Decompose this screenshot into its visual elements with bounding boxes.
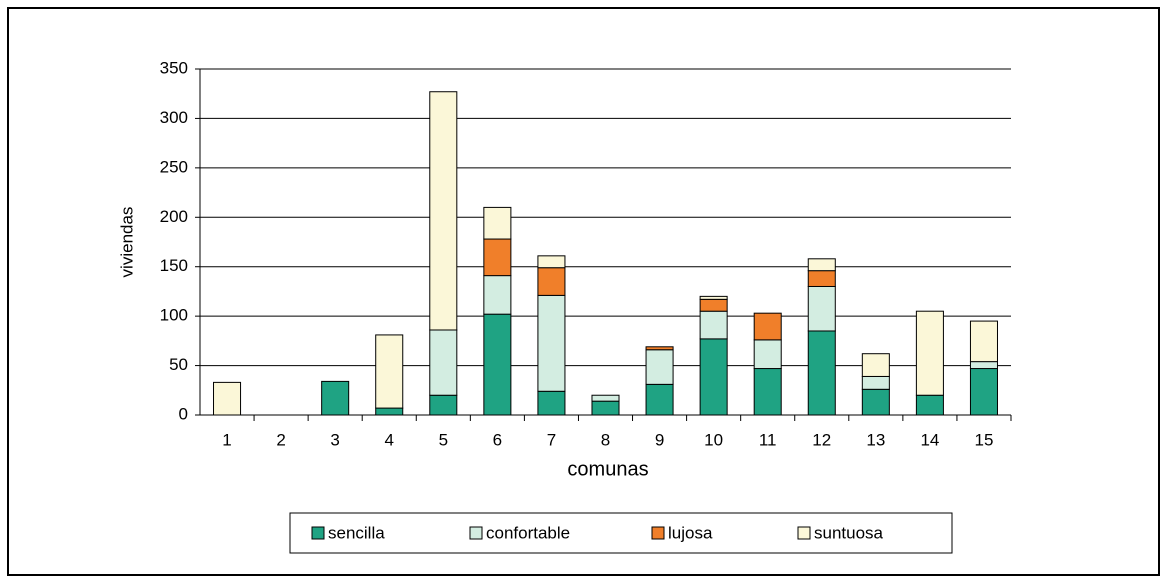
bar-segment <box>807 258 836 272</box>
y-tick-label: 300 <box>160 108 188 127</box>
x-tick-label: 8 <box>601 430 610 449</box>
x-axis-label: comunas <box>567 458 648 480</box>
bar-segment <box>537 390 566 416</box>
legend-label: confortable <box>486 523 570 542</box>
x-tick-label: 1 <box>222 430 231 449</box>
bar-segment <box>321 380 350 416</box>
bar-segment <box>537 294 566 392</box>
bar-segment <box>537 255 566 269</box>
bar-segment <box>645 349 674 385</box>
bar-segment <box>969 368 998 416</box>
legend-label: suntuosa <box>814 523 884 542</box>
bar-segment <box>483 275 512 315</box>
bar-segment <box>429 329 458 396</box>
bar-segment <box>915 310 944 396</box>
bar-segment <box>699 338 728 416</box>
y-tick-label: 150 <box>160 256 188 275</box>
y-tick-label: 100 <box>160 306 188 325</box>
x-tick-label: 6 <box>493 430 502 449</box>
bar-segment <box>969 361 998 370</box>
frame <box>7 7 1160 576</box>
bar-segment <box>483 238 512 277</box>
legend-label: sencilla <box>328 523 385 542</box>
x-tick-label: 7 <box>547 430 556 449</box>
x-tick-label: 12 <box>812 430 831 449</box>
y-tick-label: 200 <box>160 207 188 226</box>
bar-segment <box>861 375 890 390</box>
bar-segment <box>213 381 242 416</box>
bar-segment <box>699 295 728 300</box>
bar-segment <box>429 91 458 331</box>
x-tick-label: 3 <box>330 430 339 449</box>
bar-segment <box>699 298 728 312</box>
bar-segment <box>807 270 836 287</box>
bar-segment <box>591 394 620 402</box>
bar-segment <box>483 206 512 240</box>
bar-segment <box>591 400 620 416</box>
bar-segment <box>753 339 782 370</box>
legend-box <box>289 512 953 554</box>
bar-segment <box>969 320 998 363</box>
x-tick-label: 11 <box>759 430 777 449</box>
bar-segment <box>429 394 458 416</box>
bar-segment <box>915 394 944 416</box>
x-tick-label: 15 <box>975 430 994 449</box>
x-tick-label: 2 <box>276 430 285 449</box>
x-tick-label: 10 <box>704 430 723 449</box>
bar-segment <box>483 313 512 416</box>
bar-segment <box>861 353 890 377</box>
y-axis-label: viviendas <box>117 207 136 278</box>
bar-segment <box>861 388 890 416</box>
legend-label: lujosa <box>668 523 713 542</box>
y-tick-label: 50 <box>169 355 188 374</box>
bar-segment <box>375 334 404 409</box>
bar-segment <box>537 267 566 296</box>
x-tick-label: 9 <box>655 430 664 449</box>
bar-segment <box>645 346 674 351</box>
bar-segment <box>807 285 836 332</box>
y-tick-label: 350 <box>160 58 188 77</box>
y-tick-label: 250 <box>160 157 188 176</box>
bar-segment <box>375 407 404 416</box>
bar-segment <box>807 330 836 416</box>
x-tick-label: 14 <box>920 430 939 449</box>
x-tick-label: 5 <box>439 430 448 449</box>
legend-swatch <box>651 526 665 540</box>
bar-segment <box>753 312 782 341</box>
legend-swatch <box>469 526 483 540</box>
legend-swatch <box>311 526 325 540</box>
bar-segment <box>699 310 728 340</box>
legend-swatch <box>797 526 811 540</box>
x-tick-label: 13 <box>866 430 885 449</box>
bar-segment <box>645 383 674 416</box>
x-tick-label: 4 <box>384 430 393 449</box>
bar-segment <box>753 368 782 416</box>
y-tick-label: 0 <box>179 404 188 423</box>
